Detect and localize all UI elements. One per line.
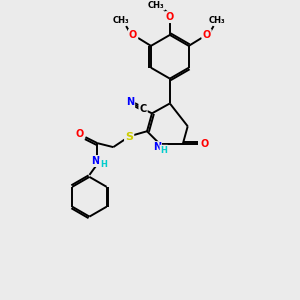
- Text: H: H: [100, 160, 107, 169]
- Text: O: O: [75, 129, 84, 139]
- Text: O: O: [129, 30, 137, 40]
- Text: C: C: [140, 104, 147, 114]
- Text: CH₃: CH₃: [148, 1, 164, 10]
- Text: CH₃: CH₃: [208, 16, 225, 25]
- Text: N: N: [91, 156, 100, 166]
- Text: O: O: [200, 139, 209, 149]
- Text: H: H: [160, 146, 167, 154]
- Text: S: S: [125, 132, 133, 142]
- Text: N: N: [153, 142, 161, 152]
- Text: O: O: [202, 30, 211, 40]
- Text: CH₃: CH₃: [113, 16, 130, 25]
- Text: N: N: [126, 98, 134, 107]
- Text: O: O: [166, 12, 174, 22]
